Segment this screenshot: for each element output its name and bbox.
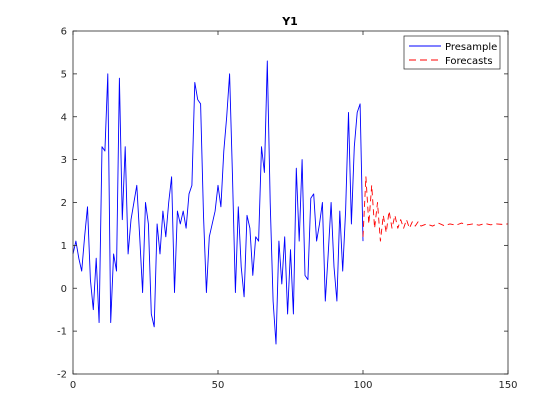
axes-layer: 0 50 100 150 -2 -1 0 1 2 3 4 5 6: [57, 27, 518, 392]
legend-box: [403, 35, 501, 70]
x-tick-label: 150: [498, 380, 517, 391]
y-tick-label: -2: [57, 370, 67, 381]
series-line-presample: [72, 60, 364, 345]
y-tick-label: 3: [61, 155, 67, 166]
y-tick-label: 1: [61, 241, 67, 252]
y-tick-label: 2: [61, 198, 67, 209]
legend: Presample Forecasts: [403, 35, 501, 70]
series-layer: [72, 60, 509, 345]
y-tick-label: 0: [61, 284, 67, 295]
x-tick-label: 100: [353, 380, 372, 391]
legend-label-forecasts: Forecasts: [445, 56, 493, 67]
y-tick-label: 6: [61, 27, 67, 38]
plot-area: [73, 31, 508, 374]
legend-label-presample: Presample: [445, 42, 497, 53]
chart-title: Y1: [281, 15, 298, 28]
x-tick-label: 0: [70, 380, 76, 391]
y-tick-label: 5: [61, 69, 67, 80]
y-tick-label: 4: [61, 112, 67, 123]
x-tick-label: 50: [212, 380, 225, 391]
y-tick-label: -1: [57, 327, 67, 338]
